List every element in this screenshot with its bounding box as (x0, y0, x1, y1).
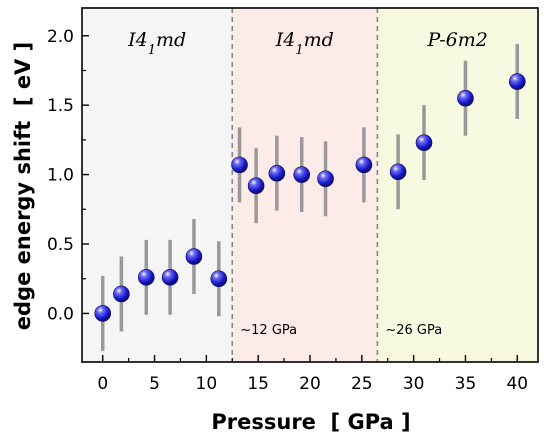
x-tick-label: 0 (97, 374, 108, 394)
x-tick-label: 35 (455, 374, 477, 394)
data-point (210, 270, 228, 288)
y-tick-label: 2.0 (47, 27, 74, 47)
phase-label-2: I41md (275, 29, 334, 58)
data-point (508, 73, 526, 90)
x-tick-label: 15 (247, 374, 269, 394)
y-axis-title: edge energy shift [ eV ] (11, 42, 35, 330)
boundary-annotation-2: ~26 GPa (385, 323, 442, 338)
y-tick-label: 0.5 (47, 235, 74, 255)
boundary-annotation-1: ~12 GPa (240, 323, 297, 338)
data-point (137, 269, 155, 286)
y-tick-label: 0.0 (47, 304, 74, 324)
data-point (389, 163, 407, 181)
y-tick-label: 1.5 (47, 96, 74, 116)
x-axis: 0 5 10 15 20 25 30 35 40 (97, 355, 528, 394)
phase-label-1: I41md (127, 29, 186, 58)
x-tick-label: 30 (403, 374, 425, 394)
x-tick-label: 5 (149, 374, 160, 394)
y-tick-label: 1.0 (47, 166, 74, 186)
data-point (355, 156, 373, 174)
data-point (457, 89, 474, 107)
data-point (247, 177, 265, 194)
phase-boundaries (231, 8, 379, 362)
phase-label-3: P-6m2 (427, 29, 488, 51)
phase-regions (82, 8, 538, 362)
y-axis: 0.0 0.5 1.0 1.5 2.0 (47, 27, 89, 324)
phase-region-3 (377, 8, 538, 362)
data-points (94, 73, 526, 322)
data-point (317, 170, 334, 188)
x-tick-label: 40 (506, 374, 528, 394)
x-tick-label: 10 (196, 374, 218, 394)
data-point (185, 248, 203, 265)
x-tick-label: 20 (299, 374, 321, 394)
data-point (293, 166, 311, 183)
phase-labels: I41md I41md P-6m2 (127, 29, 488, 58)
data-point (415, 134, 433, 151)
x-axis-title: Pressure [ GPa ] (211, 410, 410, 434)
data-point (113, 285, 130, 303)
data-point (161, 269, 179, 286)
data-point (231, 156, 248, 174)
boundary-annotations: ~12 GPa ~26 GPa (240, 323, 442, 338)
phase-region-1 (82, 8, 233, 362)
x-tick-label: 25 (351, 374, 373, 394)
data-point (94, 305, 112, 322)
data-point (268, 164, 286, 182)
